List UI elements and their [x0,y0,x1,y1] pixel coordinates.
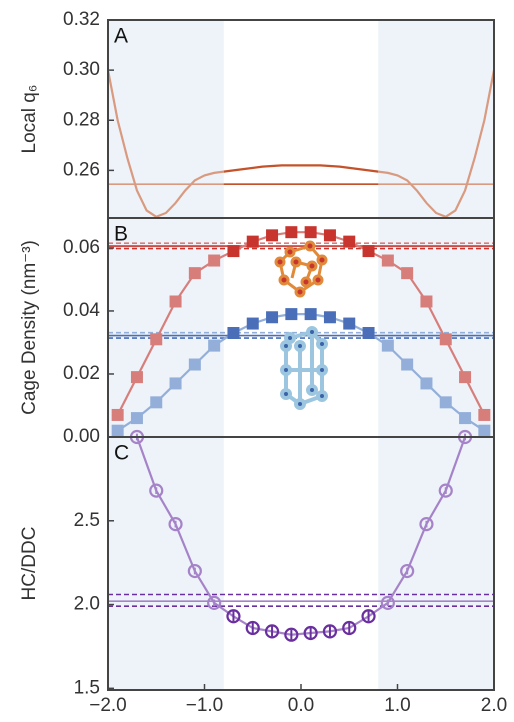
y-tick-label: 0.00 [63,426,100,447]
marker [439,333,452,346]
marker [400,563,415,579]
marker [285,226,298,239]
marker [187,563,202,579]
marker [284,627,299,642]
marker [381,254,394,267]
marker [168,517,183,532]
blue-cage-icon [280,326,328,410]
y-tick-label: 0.30 [63,59,100,80]
marker [149,483,164,498]
marker [207,595,222,610]
marker [227,327,240,340]
marker [459,412,472,425]
marker [150,333,163,346]
marker [208,339,221,352]
series-line [378,69,496,218]
panel-label: B [114,223,128,246]
marker [304,226,317,239]
x-tick-label: −2.0 [89,695,127,716]
frames [107,19,495,691]
marker [381,339,394,352]
shade-left [108,437,224,690]
panel-label: A [114,25,128,48]
marker [362,245,375,258]
marker [111,408,124,421]
shade-left [108,20,224,218]
marker [401,358,414,371]
marker [227,245,240,258]
marker [323,311,336,324]
y-tick-label: 0.26 [63,159,100,180]
marker [322,624,338,639]
panel: 0.00 0.02 0.04 0.06 Cage Density (nm⁻³) B [19,218,494,447]
y-axis-label: HC/DDC [19,527,40,601]
marker [438,483,453,498]
marker [478,424,491,437]
series-line [223,164,379,173]
marker [419,517,434,532]
shade-right [378,437,494,690]
y-tick-label: 0.04 [63,300,100,321]
marker [285,308,298,321]
marker [208,254,221,267]
y-tick-label: 0.02 [63,363,100,384]
marker [439,396,452,409]
x-tick-label: −1.0 [186,695,224,716]
panel: 1.52.02.5−2.0−1.00.01.02.0Distance from … [19,429,507,722]
marker [130,371,143,384]
marker [459,371,472,384]
shade-right [378,20,494,218]
y-tick-label: 1.5 [74,677,100,698]
y-tick-label: 2.5 [74,510,100,531]
panel: 0.26 0.28 0.30 0.32 Local q₆ A [19,9,496,218]
red-cage-icon [274,240,328,298]
marker [266,229,279,242]
marker [111,424,124,437]
marker [264,624,280,639]
x-tick-label: 2.0 [481,695,507,716]
y-tick-label: 2.0 [74,594,100,615]
plot-frame [107,436,495,691]
marker [420,377,433,390]
marker [304,308,317,321]
shade-left [108,218,224,437]
x-tick-label: 1.0 [384,695,410,716]
marker [246,317,259,330]
marker [169,377,182,390]
marker [226,609,241,624]
marker [188,267,201,280]
marker [246,235,259,248]
marker [188,358,201,371]
marker [130,412,143,425]
marker [266,311,279,324]
y-tick-label: 0.28 [63,109,100,130]
marker [401,267,414,280]
marker [420,295,433,308]
y-axis-label: Cage Density (nm⁻³) [19,240,40,415]
marker [342,620,357,636]
marker [380,595,395,610]
marker [343,235,356,248]
marker [169,295,182,308]
shade-right [378,218,494,437]
series-line [135,436,467,636]
marker [478,408,491,421]
y-tick-label: 0.32 [63,9,100,30]
marker [323,229,336,242]
marker [362,327,375,340]
marker [150,396,163,409]
marker [343,317,356,330]
series-line [106,69,224,218]
marker [303,625,318,641]
x-tick-label: 0.0 [288,695,314,716]
y-tick-label: 0.06 [63,237,100,258]
marker [361,609,376,624]
marker [245,620,260,636]
panel-label: C [114,442,129,465]
y-axis-label: Local q₆ [19,85,40,154]
